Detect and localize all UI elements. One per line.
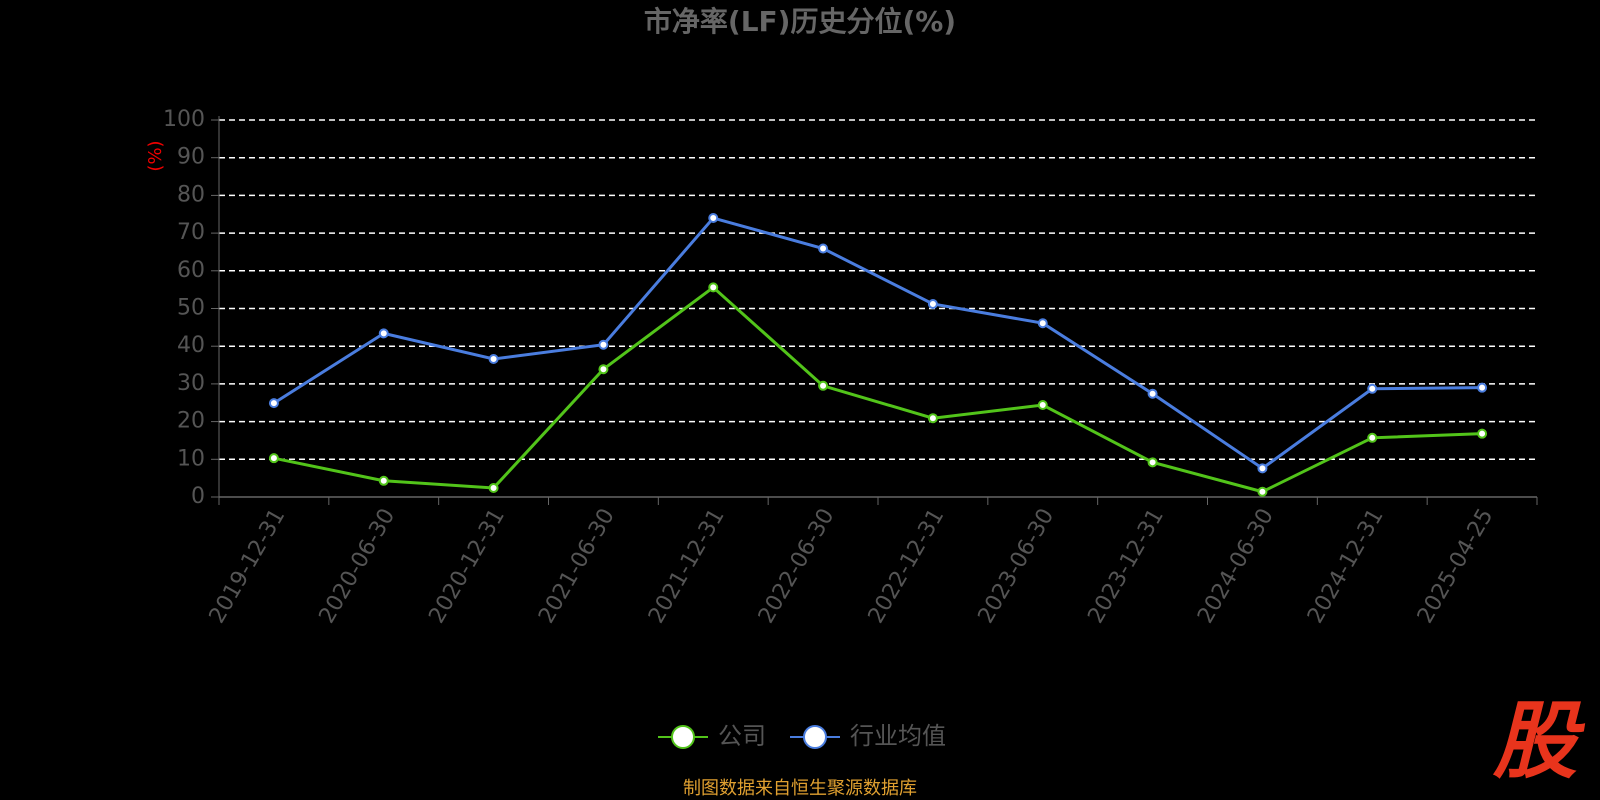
x-tick-label: 2023-12-31 — [1083, 505, 1169, 628]
chart-title: 市净率(LF)历史分位(%) — [644, 5, 956, 38]
point — [818, 380, 829, 391]
point — [598, 339, 609, 350]
x-tick-label: 2025-04-25 — [1413, 505, 1499, 628]
x-tick-label: 2020-06-30 — [315, 505, 401, 628]
y-tick-label: 100 — [163, 107, 205, 132]
legend-marker — [671, 725, 695, 749]
point — [927, 413, 938, 424]
legend-label: 公司 — [718, 722, 766, 750]
source-note: 制图数据来自恒生聚源数据库 — [683, 778, 917, 799]
point — [1257, 463, 1268, 474]
point — [598, 364, 609, 375]
y-tick-label: 20 — [177, 409, 205, 434]
point — [1147, 388, 1158, 399]
y-tick-label: 70 — [177, 220, 205, 245]
point — [378, 328, 389, 339]
point — [268, 453, 279, 464]
x-tick-label: 2019-12-31 — [205, 505, 291, 628]
point — [708, 282, 719, 293]
point — [1477, 428, 1488, 439]
point — [488, 482, 499, 493]
y-tick-label: 40 — [177, 333, 205, 358]
y-tick-label: 0 — [191, 484, 205, 509]
point — [1367, 432, 1378, 443]
x-tick-label: 2021-12-31 — [644, 505, 730, 628]
x-tick-label: 2022-06-30 — [754, 505, 840, 628]
x-tick-label: 2022-12-31 — [864, 505, 950, 628]
y-tick-label: 50 — [177, 296, 205, 321]
legend-marker — [803, 725, 827, 749]
point — [818, 243, 829, 254]
series-line — [273, 285, 1483, 494]
point — [1257, 486, 1268, 497]
point — [1037, 400, 1048, 411]
point — [927, 298, 938, 309]
series-line — [273, 216, 1483, 471]
point — [1037, 318, 1048, 329]
point — [1367, 383, 1378, 394]
watermark: 股 — [1492, 692, 1586, 790]
y-tick-label: 80 — [177, 182, 205, 207]
x-tick-label: 2024-12-31 — [1303, 505, 1389, 628]
y-tick-label: 90 — [177, 145, 205, 170]
x-tick-label: 2024-06-30 — [1193, 505, 1279, 628]
y-axis-label: (%) — [145, 140, 166, 171]
point — [488, 354, 499, 365]
x-tick-label: 2021-06-30 — [534, 505, 620, 628]
y-tick-label: 60 — [177, 258, 205, 283]
y-tick-label: 10 — [177, 446, 205, 471]
point — [1477, 382, 1488, 393]
y-tick-label: 30 — [177, 371, 205, 396]
legend-label: 行业均值 — [850, 722, 946, 750]
x-tick-label: 2020-12-31 — [424, 505, 510, 628]
point — [1147, 457, 1158, 468]
point — [268, 398, 279, 409]
point — [378, 475, 389, 486]
point — [708, 213, 719, 224]
x-tick-label: 2023-06-30 — [974, 505, 1060, 628]
